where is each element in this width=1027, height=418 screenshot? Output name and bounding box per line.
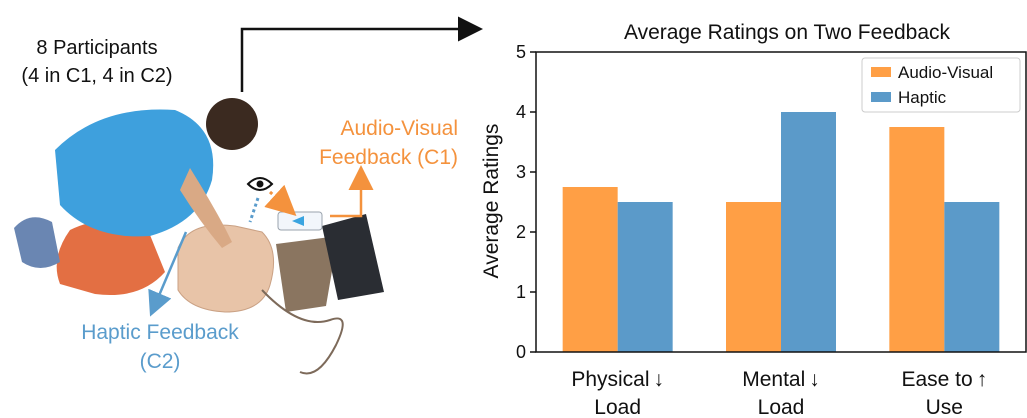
av-feedback-line2: Feedback (C1) [319, 146, 458, 169]
x-category-name: Mental [742, 368, 805, 391]
x-category-arrow: ↓ [654, 368, 665, 391]
bar-haptic-0 [617, 202, 673, 352]
participants-groups: (4 in C1, 4 in C2) [21, 65, 173, 87]
x-category-label-line1: Mental ↓ [742, 368, 820, 391]
y-tick-label: 4 [516, 102, 526, 122]
x-category-label-line1: Ease to ↑ [901, 368, 987, 391]
y-tick-label: 0 [516, 342, 526, 362]
bar-haptic-2 [944, 202, 1000, 352]
laptop-base [276, 236, 338, 312]
haptic-feedback-label: Haptic Feedback (C2) [40, 318, 280, 376]
av-feedback-line1: Audio-Visual [340, 117, 458, 140]
bar-group [562, 112, 1000, 352]
x-category-label-line2: Load [758, 396, 805, 418]
y-axis-label: Average Ratings [480, 124, 503, 279]
x-category-label-line1: Physical ↓ [571, 368, 664, 391]
chart-title: Average Ratings on Two Feedback [624, 21, 951, 44]
bar-audio-visual-1 [726, 202, 781, 352]
legend: Audio-Visual Haptic [861, 57, 1021, 113]
participant-torso [55, 109, 214, 237]
x-category-label-line2: Use [926, 396, 963, 418]
haptic-feedback-line1: Haptic Feedback [81, 321, 239, 344]
gaze-line-haptic [248, 197, 260, 223]
x-category-label-line2: Load [594, 396, 641, 418]
x-category-arrow: ↑ [977, 368, 988, 391]
legend-swatch-audio-visual [871, 67, 891, 77]
y-tick-label: 2 [516, 222, 526, 242]
cable-line [261, 289, 344, 375]
av-feedback-arrow [330, 165, 374, 218]
legend-label-audio-visual: Audio-Visual [898, 63, 993, 82]
haptic-feedback-line2: (C2) [139, 350, 181, 373]
x-category-name: Physical [571, 368, 649, 391]
legend-label-haptic: Haptic [898, 88, 947, 107]
eye-icon [246, 177, 274, 191]
phone-indicator-icon [292, 216, 304, 226]
legend-swatch-haptic [871, 92, 891, 102]
participants-count: 8 Participants [36, 37, 158, 59]
gaze-line-audio-visual [264, 184, 297, 217]
participant-shoe [14, 217, 60, 268]
participants-label: 8 Participants (4 in C1, 4 in C2) [4, 34, 190, 90]
connector-arrow-to-chart [240, 16, 483, 92]
participant-arm [180, 168, 232, 248]
y-tick-label: 3 [516, 162, 526, 182]
participant-head [206, 98, 258, 150]
y-tick-label: 5 [516, 42, 526, 62]
bar-audio-visual-2 [889, 127, 945, 352]
bar-haptic-1 [781, 112, 836, 352]
x-category-name: Ease to [901, 368, 972, 391]
haptic-feedback-arrow [148, 231, 188, 317]
participant-illustration [14, 98, 384, 375]
legend-box [861, 57, 1021, 113]
laptop-screen [322, 214, 384, 300]
x-category-arrow: ↓ [809, 368, 820, 391]
audio-visual-feedback-label: Audio-Visual Feedback (C1) [298, 114, 458, 172]
participant-legs [56, 221, 165, 296]
plot-frame [535, 51, 1027, 353]
y-axis-ticks: 0 1 2 3 4 5 [516, 42, 536, 362]
bar-audio-visual-0 [562, 187, 618, 352]
y-tick-label: 1 [516, 282, 526, 302]
